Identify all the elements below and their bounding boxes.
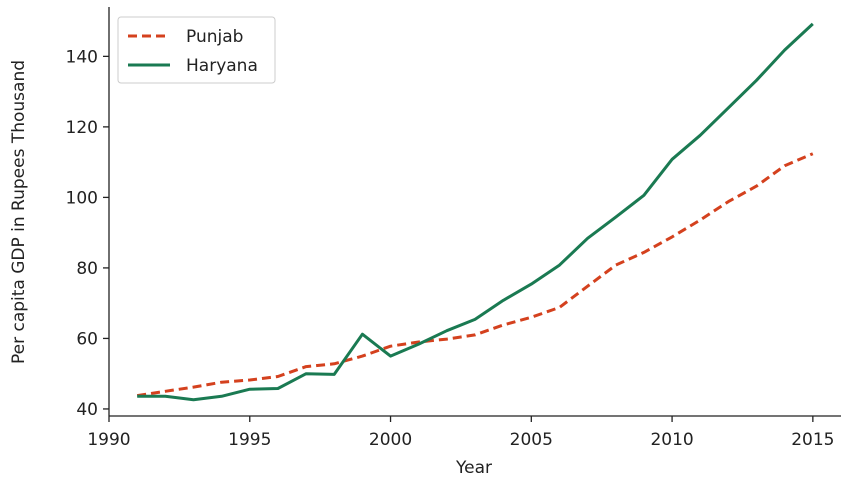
x-tick-label: 1990 [87,430,130,450]
series-line-punjab [136,152,814,398]
x-axis-title: Year [455,458,492,478]
x-tick-label: 2000 [369,430,412,450]
y-tick-label: 120 [66,118,98,138]
y-tick-label: 80 [76,259,98,279]
y-tick-label: 100 [66,188,98,208]
axes [108,7,841,417]
y-axis-title: Per capita GDP in Rupees Thousand [9,60,29,364]
legend-label-haryana: Haryana [186,56,258,76]
y-tick-label: 40 [76,400,98,420]
y-tick-label: 140 [66,47,98,67]
y-tick-label: 60 [76,329,98,349]
x-tick-label: 2010 [650,430,693,450]
series-line-haryana [137,22,814,402]
tick-labels: 1990 1995 2000 2005 2010 2015 40 60 80 100 120 140 [66,47,835,450]
plot-area [136,22,814,402]
x-tick-label: 2005 [510,430,553,450]
legend-label-punjab: Punjab [186,27,243,47]
legend: Punjab Haryana [117,16,276,84]
x-tick-label: 2015 [791,430,834,450]
x-tick-label: 1995 [228,430,271,450]
